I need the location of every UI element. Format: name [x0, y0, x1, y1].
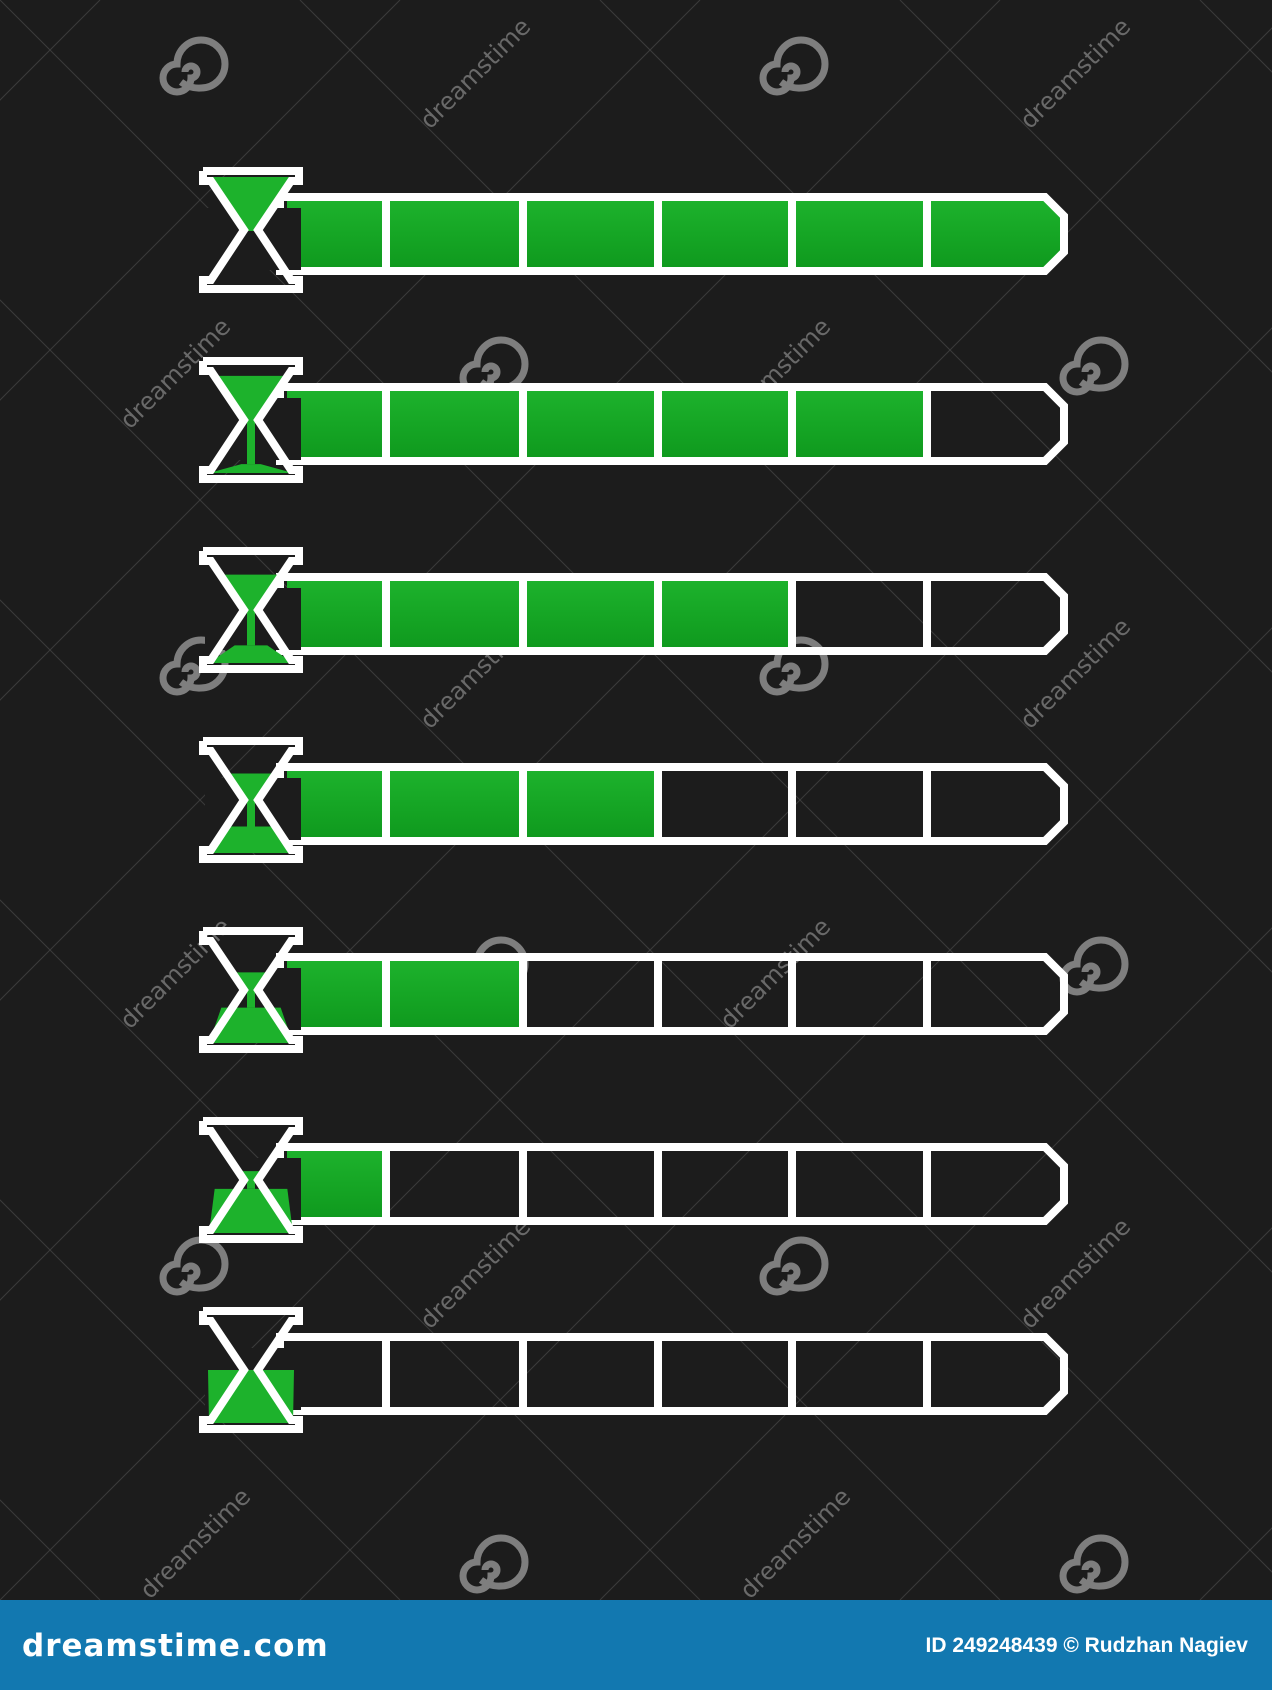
spiral-icon — [159, 636, 229, 696]
bar-cells — [287, 771, 654, 837]
hourglass-top-sand — [234, 972, 268, 991]
bar-frame — [276, 1143, 1068, 1225]
bar-segment-filled — [390, 771, 519, 837]
footer-logo: dreamstime.com — [22, 1628, 329, 1664]
bar-segment-filled — [931, 201, 1062, 267]
watermark-line — [899, 1227, 1272, 1600]
bar-segment-filled — [796, 391, 923, 457]
bar-segment-filled — [287, 1151, 382, 1217]
watermark-line — [0, 0, 401, 401]
hourglass-frame — [199, 167, 303, 293]
bar-segment-filled — [527, 201, 654, 267]
spiral-icon — [759, 1236, 829, 1296]
hourglass-bottom-sand — [209, 826, 293, 853]
bar-segment-filled — [390, 391, 519, 457]
hourglass-frame — [199, 357, 303, 483]
watermark-text: dreamstime — [1014, 1213, 1136, 1335]
bar-frame — [276, 1333, 1068, 1415]
hourglass-frame — [199, 1307, 303, 1433]
spiral-icon — [459, 336, 529, 396]
watermark-line — [0, 1199, 401, 1600]
bar-cells — [287, 961, 519, 1027]
hourglass-icon — [199, 1117, 303, 1243]
bar-segment-filled — [527, 581, 654, 647]
hourglass-icon — [199, 737, 303, 863]
watermark-text: dreamstime — [734, 1483, 856, 1600]
bar-outline — [276, 1143, 1068, 1225]
watermark-line — [0, 327, 1272, 1600]
bar-segment-filled — [287, 961, 382, 1027]
bar-outline — [276, 1333, 1068, 1415]
spiral-icon — [759, 636, 829, 696]
hourglass-icon — [199, 1307, 303, 1433]
hourglass-stream — [247, 990, 255, 1008]
footer-credit: ID 249248439 © Rudzhan Nagiev — [925, 1634, 1248, 1657]
hourglass-icon — [199, 927, 303, 1053]
watermark-text: dreamstime — [714, 913, 836, 1035]
hourglass-stream — [247, 610, 255, 646]
bar-segment-filled — [662, 201, 788, 267]
hourglass-icon — [199, 547, 303, 673]
watermark-line — [899, 0, 1272, 373]
hourglass-top-sand — [208, 177, 294, 231]
bar-segment-filled — [796, 201, 923, 267]
spiral-icon — [759, 36, 829, 96]
watermark-line — [1199, 1527, 1272, 1600]
bar-segment-filled — [390, 581, 519, 647]
bar-segment-filled — [390, 961, 519, 1027]
bar-outline — [276, 573, 1068, 655]
bar-cells — [287, 581, 788, 647]
hourglass-top-sand — [221, 574, 281, 611]
hourglass-top-sand — [214, 375, 288, 421]
bar-segment-filled — [662, 391, 788, 457]
watermark-text: dreamstime — [414, 1213, 536, 1335]
hourglass-stream — [247, 800, 255, 827]
hourglass-stream — [247, 420, 255, 465]
watermark-line — [0, 1499, 101, 1600]
spiral-icon — [1059, 1534, 1129, 1594]
watermark-line — [1199, 0, 1272, 73]
bar-cells — [287, 1151, 382, 1217]
hourglass-stream — [247, 1180, 255, 1189]
hourglass-top-sand — [228, 773, 274, 801]
bar-segment-filled — [287, 391, 382, 457]
watermark-text: dreamstime — [1014, 13, 1136, 135]
bar-segment-filled — [287, 581, 382, 647]
bar-frame — [276, 383, 1068, 465]
spiral-icon — [159, 1236, 229, 1296]
bar-segment-filled — [527, 771, 654, 837]
bar-segment-filled — [527, 391, 654, 457]
hourglass-icon — [199, 167, 303, 293]
spiral-icon — [1059, 936, 1129, 996]
footer-band: dreamstime.com ID 249248439 © Rudzhan Na… — [0, 1600, 1272, 1690]
progress-bars-illustration: dreamstime dreamstime dreamstime dreamstime… — [0, 0, 1272, 1600]
spiral-icon — [159, 36, 229, 96]
bar-cells — [287, 391, 923, 457]
spiral-icon — [459, 1534, 529, 1594]
watermark-line — [0, 0, 101, 101]
bar-segment-filled — [287, 201, 382, 267]
hourglass-frame — [199, 927, 303, 1053]
bar-frame — [276, 193, 1068, 275]
watermark-text: dreamstime — [134, 1483, 256, 1600]
hourglass-top-sand — [241, 1171, 261, 1181]
bar-outline — [276, 383, 1068, 465]
hourglass-frame — [199, 547, 303, 673]
bar-segment-filled — [662, 581, 788, 647]
bar-outline — [276, 193, 1068, 275]
watermark-text: dreamstime — [414, 13, 536, 135]
hourglass-bottom-sand — [209, 464, 293, 473]
spiral-icon — [1059, 336, 1129, 396]
bar-segment-filled — [390, 201, 519, 267]
bar-cells — [287, 201, 1062, 267]
bar-frame — [276, 573, 1068, 655]
hourglass-bottom-sand — [208, 1370, 294, 1423]
hourglass-frame — [199, 737, 303, 863]
hourglass-icon — [199, 357, 303, 483]
bar-segment-filled — [287, 771, 382, 837]
watermark-text: dreamstime — [1014, 613, 1136, 735]
hourglass-frame — [199, 1117, 303, 1243]
hourglass-bottom-sand — [209, 645, 293, 663]
